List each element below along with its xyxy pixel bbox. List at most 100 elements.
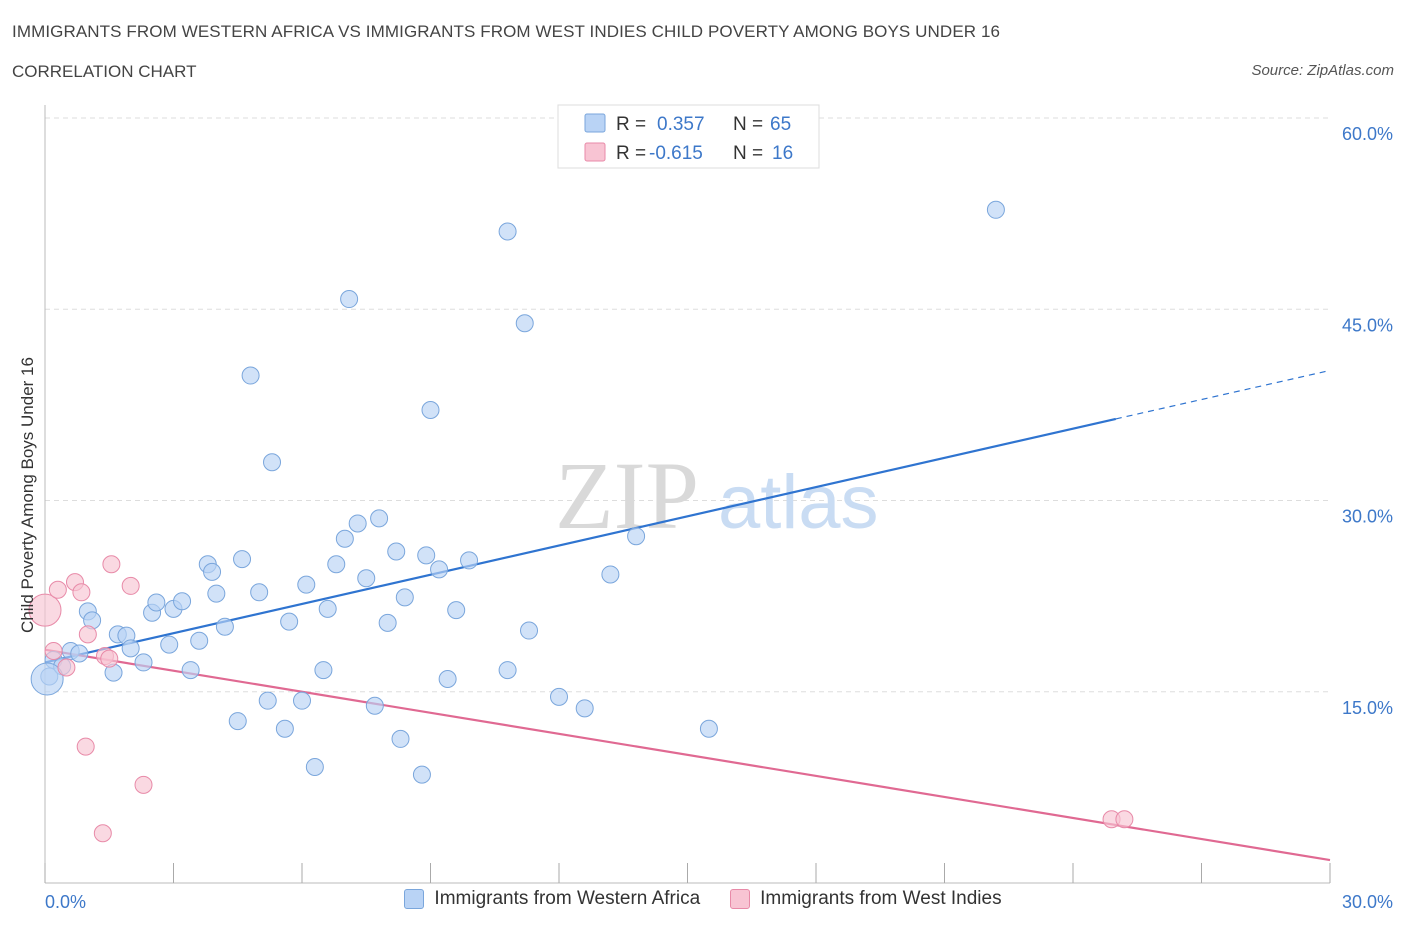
point-western-africa: [412, 765, 431, 784]
trend-line-western-africa-extension: [1115, 369, 1331, 420]
point-western-africa: [134, 653, 153, 672]
legend-r-label-2: R =: [616, 143, 646, 164]
point-western-africa: [357, 569, 376, 588]
point-western-africa: [460, 551, 479, 570]
point-west-indies: [72, 583, 91, 602]
point-western-africa: [421, 400, 440, 419]
point-western-africa: [190, 631, 209, 650]
y-tick-label: 30.0%: [1342, 507, 1393, 527]
point-west-indies: [93, 824, 112, 843]
trend-line-west-indies: [44, 648, 1331, 862]
legend-n-label-1: N =: [733, 114, 763, 135]
tick-labels: 60.0% 45.0% 30.0% 15.0% 0.0% 30.0%: [45, 124, 1393, 912]
point-western-africa: [627, 527, 646, 546]
legend-r-value-2: -0.615: [649, 143, 703, 164]
legend-label-west-indies: Immigrants from West Indies: [760, 888, 1002, 909]
y-tick-label: 15.0%: [1342, 698, 1393, 718]
legend-r-value-1: 0.357: [657, 114, 705, 135]
point-western-africa: [438, 670, 457, 688]
point-western-africa: [387, 542, 406, 561]
point-western-africa: [340, 290, 359, 309]
grid-lines: [45, 117, 1330, 693]
point-western-africa: [498, 222, 517, 241]
point-western-africa: [70, 644, 89, 663]
point-west-indies: [76, 737, 95, 756]
chart-subtitle: CORRELATION CHART: [12, 62, 197, 81]
point-western-africa: [275, 719, 294, 738]
point-western-africa: [430, 560, 449, 579]
point-western-africa: [280, 612, 299, 631]
legend-n-label-2: N =: [733, 143, 763, 164]
chart-title: IMMIGRANTS FROM WESTERN AFRICA VS IMMIGR…: [12, 22, 1001, 41]
legend-r-label-1: R =: [616, 114, 646, 135]
x-tick-label: 30.0%: [1342, 892, 1393, 912]
point-western-africa: [391, 729, 410, 748]
legend-swatch-western-africa: [404, 889, 425, 909]
point-western-africa: [305, 757, 324, 776]
point-western-africa: [297, 575, 316, 594]
watermark-zip: ZIP: [555, 442, 699, 549]
point-western-africa: [250, 583, 269, 602]
point-western-africa: [327, 555, 346, 574]
legend-n-value-2: 16: [772, 143, 793, 164]
point-west-indies: [78, 625, 97, 644]
x-tick-label: 0.0%: [45, 892, 86, 912]
point-western-africa: [335, 529, 354, 548]
point-western-africa: [160, 635, 179, 654]
point-western-africa: [378, 613, 397, 632]
point-western-africa: [203, 562, 222, 581]
point-western-africa: [515, 314, 534, 333]
point-western-africa: [121, 639, 140, 658]
point-western-africa: [395, 588, 414, 607]
point-western-africa: [318, 599, 337, 618]
axes: [44, 105, 1331, 884]
y-tick-label: 60.0%: [1342, 124, 1393, 144]
point-western-africa: [348, 514, 367, 533]
point-west-indies: [28, 593, 62, 627]
point-western-africa: [228, 712, 247, 731]
point-western-africa: [258, 691, 277, 710]
point-western-africa: [417, 546, 436, 565]
point-western-africa: [365, 696, 384, 715]
point-west-indies: [1115, 810, 1134, 829]
watermark-atlas: atlas: [718, 460, 879, 545]
correlation-legend: R = 0.357 N = 65 R = -0.615 N = 16: [557, 104, 820, 169]
point-western-africa: [601, 565, 620, 584]
point-western-africa: [520, 621, 539, 640]
legend-swatch-west-indies: [730, 889, 751, 909]
point-western-africa: [207, 584, 226, 603]
legend-swatch-pink: [584, 142, 606, 162]
point-west-indies: [102, 555, 121, 574]
legend-n-value-1: 65: [770, 114, 791, 135]
point-west-indies: [48, 580, 67, 599]
point-western-africa: [498, 661, 517, 680]
legend-item-west-indies: Immigrants from West Indies: [730, 888, 1002, 910]
point-western-africa: [173, 592, 192, 611]
point-western-africa: [147, 593, 166, 612]
point-west-indies: [121, 576, 140, 595]
point-western-africa: [233, 550, 252, 569]
y-tick-label: 45.0%: [1342, 315, 1393, 335]
point-western-africa: [699, 719, 718, 738]
legend-swatch-blue: [584, 113, 606, 133]
point-western-africa: [447, 601, 466, 620]
point-western-africa: [550, 687, 568, 706]
point-western-africa: [575, 699, 594, 718]
source-label: Source: ZipAtlas.com: [1251, 62, 1394, 79]
point-western-africa: [370, 509, 389, 528]
point-western-africa: [293, 691, 311, 710]
legend-item-western-africa: Immigrants from Western Africa: [404, 888, 700, 910]
series-legend: Immigrants from Western Africa Immigrant…: [0, 888, 1406, 910]
point-western-africa: [263, 453, 282, 472]
point-western-africa: [314, 661, 333, 680]
point-western-africa: [986, 200, 1005, 219]
point-west-indies: [57, 658, 76, 677]
legend-label-western-africa: Immigrants from Western Africa: [434, 888, 701, 909]
point-western-africa: [181, 661, 200, 680]
y-axis-label: Child Poverty Among Boys Under 16: [18, 357, 37, 633]
point-western-africa: [215, 617, 234, 636]
point-western-africa: [241, 366, 260, 385]
point-west-indies: [134, 775, 153, 794]
point-western-africa: [30, 662, 64, 696]
